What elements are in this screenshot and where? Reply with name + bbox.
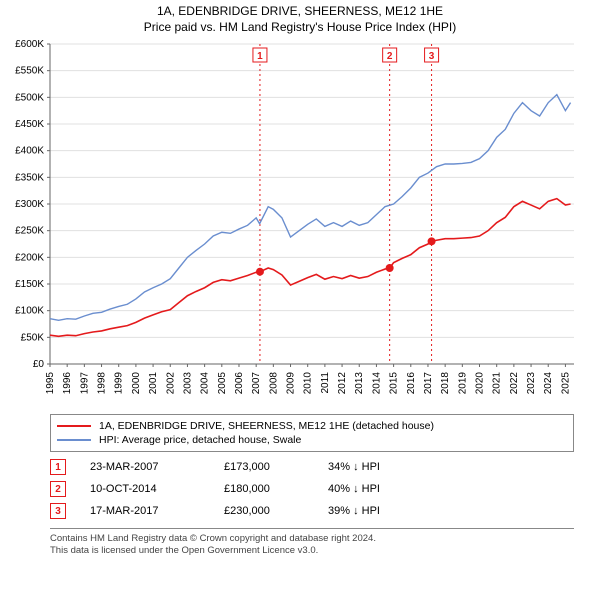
- legend-item-property: 1A, EDENBRIDGE DRIVE, SHEERNESS, ME12 1H…: [57, 419, 567, 433]
- sale-row-marker: 1: [50, 459, 66, 475]
- x-tick-label: 2012: [337, 372, 348, 395]
- legend: 1A, EDENBRIDGE DRIVE, SHEERNESS, ME12 1H…: [50, 414, 574, 452]
- chart-subtitle: Price paid vs. HM Land Registry's House …: [0, 20, 600, 34]
- sale-flag: 1: [257, 51, 263, 62]
- x-tick-label: 2015: [389, 372, 400, 395]
- sale-marker-dot: [386, 264, 394, 272]
- x-tick-label: 1999: [114, 372, 125, 395]
- x-tick-label: 2017: [423, 372, 434, 395]
- sale-diff: 34% ↓ HPI: [328, 461, 380, 473]
- sale-price: £180,000: [224, 483, 304, 495]
- sale-row-marker: 2: [50, 481, 66, 497]
- x-tick-label: 2018: [440, 372, 451, 395]
- x-tick-label: 2022: [509, 372, 520, 395]
- x-tick-label: 2009: [286, 372, 297, 395]
- legend-swatch-hpi: [57, 439, 91, 441]
- x-tick-label: 2005: [217, 372, 228, 395]
- y-tick-label: £100K: [15, 306, 44, 317]
- y-tick-label: £300K: [15, 199, 44, 210]
- sale-row: 3 17-MAR-2017 £230,000 39% ↓ HPI: [50, 500, 574, 522]
- sale-price: £230,000: [224, 505, 304, 517]
- y-tick-label: £550K: [15, 66, 44, 77]
- sale-flag: 3: [429, 51, 435, 62]
- sale-price: £173,000: [224, 461, 304, 473]
- sale-date: 10-OCT-2014: [90, 483, 200, 495]
- sale-marker-dot: [256, 268, 264, 276]
- x-tick-label: 1997: [79, 372, 90, 395]
- y-tick-label: £50K: [21, 332, 45, 343]
- x-tick-label: 2004: [200, 372, 211, 395]
- series-line: [50, 95, 571, 321]
- x-tick-label: 2010: [303, 372, 314, 395]
- sale-diff: 39% ↓ HPI: [328, 505, 380, 517]
- x-tick-label: 2024: [543, 372, 554, 395]
- y-tick-label: £600K: [15, 40, 44, 50]
- y-tick-label: £500K: [15, 92, 44, 103]
- legend-label-property: 1A, EDENBRIDGE DRIVE, SHEERNESS, ME12 1H…: [99, 420, 434, 432]
- x-tick-label: 2000: [131, 372, 142, 395]
- x-tick-label: 2008: [268, 372, 279, 395]
- x-tick-label: 2020: [475, 372, 486, 395]
- series-line: [50, 199, 571, 337]
- x-tick-label: 2006: [234, 372, 245, 395]
- y-tick-label: £150K: [15, 279, 44, 290]
- x-tick-label: 1995: [45, 372, 56, 395]
- legend-label-hpi: HPI: Average price, detached house, Swal…: [99, 434, 301, 446]
- sales-table: 1 23-MAR-2007 £173,000 34% ↓ HPI 2 10-OCT-201…: [50, 456, 574, 522]
- x-tick-label: 1996: [62, 372, 73, 395]
- sale-flag: 2: [387, 51, 393, 62]
- y-tick-label: £400K: [15, 146, 44, 157]
- footer: Contains HM Land Registry data © Crown c…: [50, 528, 574, 558]
- x-tick-label: 2023: [526, 372, 537, 395]
- sale-row-marker: 3: [50, 503, 66, 519]
- y-tick-label: £200K: [15, 252, 44, 263]
- x-tick-label: 2011: [320, 372, 331, 394]
- legend-swatch-property: [57, 425, 91, 427]
- x-tick-label: 2025: [560, 372, 571, 395]
- y-tick-label: £250K: [15, 226, 44, 237]
- sale-date: 23-MAR-2007: [90, 461, 200, 473]
- footer-line-2: This data is licensed under the Open Gov…: [50, 545, 574, 557]
- sale-row: 1 23-MAR-2007 £173,000 34% ↓ HPI: [50, 456, 574, 478]
- y-tick-label: £450K: [15, 119, 44, 130]
- legend-item-hpi: HPI: Average price, detached house, Swal…: [57, 433, 567, 447]
- chart-title: 1A, EDENBRIDGE DRIVE, SHEERNESS, ME12 1H…: [0, 4, 600, 18]
- sale-row: 2 10-OCT-2014 £180,000 40% ↓ HPI: [50, 478, 574, 500]
- x-tick-label: 1998: [97, 372, 108, 395]
- x-tick-label: 2016: [406, 372, 417, 395]
- x-tick-label: 2007: [251, 372, 262, 395]
- x-tick-label: 2003: [182, 372, 193, 395]
- x-tick-label: 2001: [148, 372, 159, 395]
- sale-date: 17-MAR-2017: [90, 505, 200, 517]
- x-tick-label: 2013: [354, 372, 365, 395]
- chart-area: £0 £50K £100K £150K £200K £250K £300K £350K £400…: [0, 40, 600, 408]
- footer-line-1: Contains HM Land Registry data © Crown c…: [50, 533, 574, 545]
- sale-diff: 40% ↓ HPI: [328, 483, 380, 495]
- x-tick-label: 2014: [371, 372, 382, 395]
- sale-marker-dot: [428, 237, 436, 245]
- y-tick-label: £0: [33, 359, 45, 370]
- x-tick-label: 2002: [165, 372, 176, 395]
- y-tick-label: £350K: [15, 172, 44, 183]
- x-tick-label: 2021: [492, 372, 503, 395]
- x-tick-label: 2019: [457, 372, 468, 395]
